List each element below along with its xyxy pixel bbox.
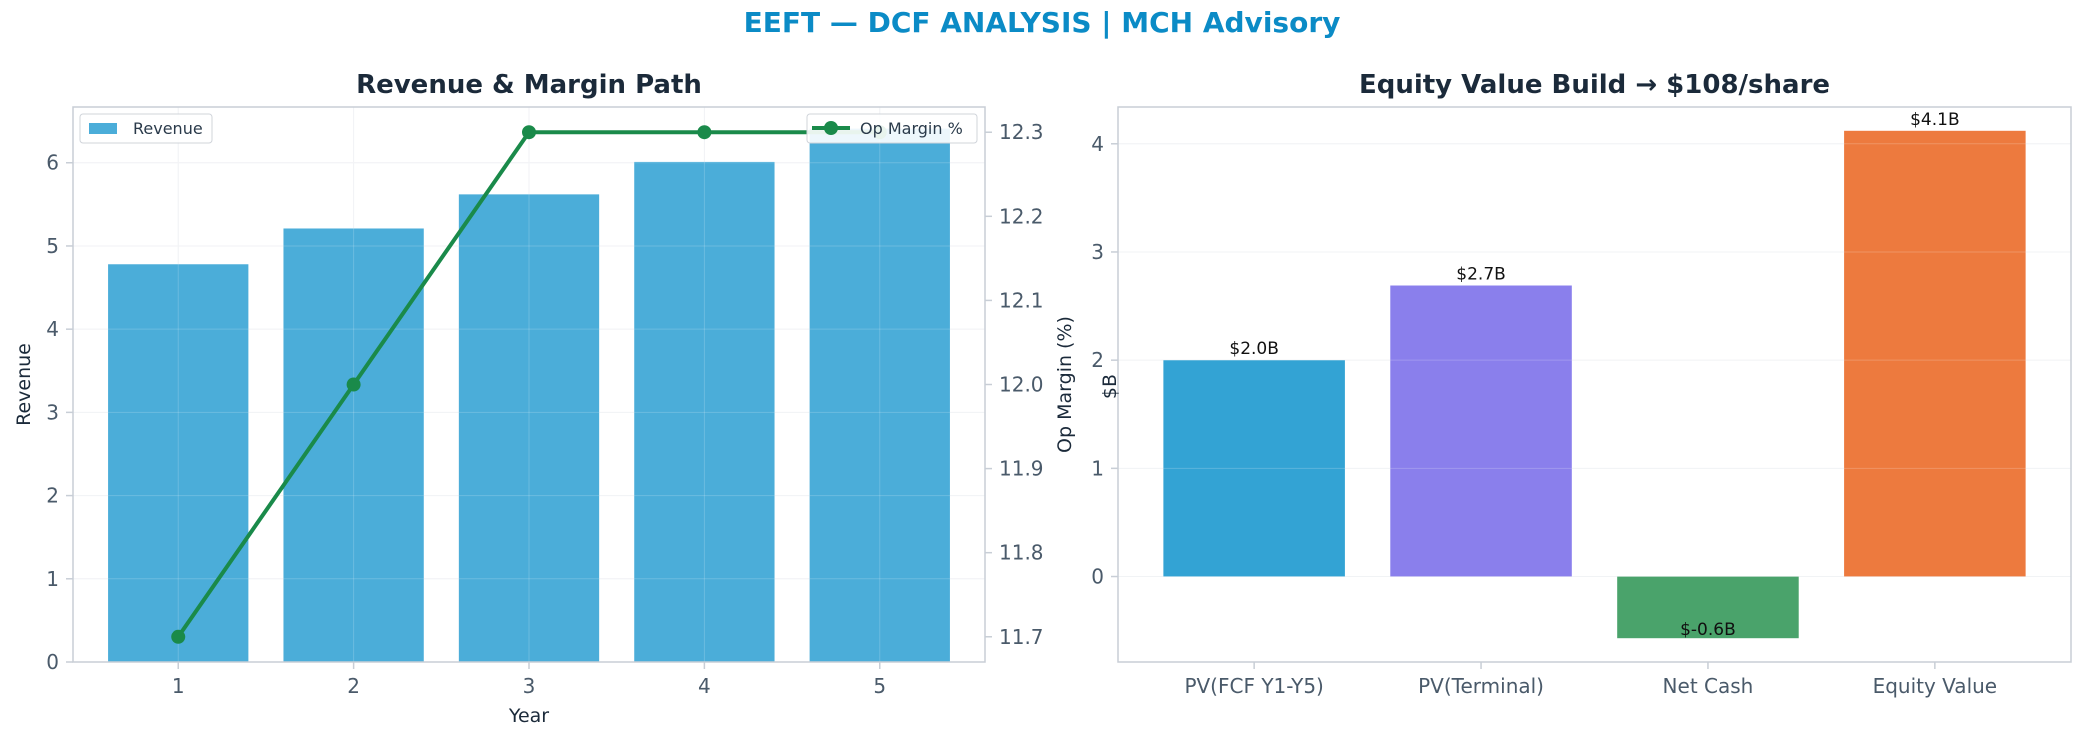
- data-label: $4.1B: [1910, 110, 1960, 130]
- legend-box: [79, 113, 213, 144]
- revenue-bar: [458, 194, 600, 662]
- y-tick-label: 1: [46, 567, 59, 591]
- y-tick-label: 3: [46, 400, 59, 424]
- legend-swatch-revenue: [89, 123, 117, 134]
- y-tick-label: 1: [1091, 456, 1104, 480]
- y-tick-label: 2: [1091, 348, 1104, 372]
- legend-marker: [824, 121, 838, 135]
- y2-tick-label: 11.9: [999, 457, 1044, 481]
- y2-tick-label: 12.3: [999, 120, 1044, 144]
- x-tick-label: Net Cash: [1663, 674, 1754, 698]
- chart-title: Equity Value Build → $108/share: [1359, 70, 1830, 100]
- y-axis-label: Revenue: [13, 343, 35, 426]
- y-tick-label: 0: [46, 650, 59, 674]
- y-tick-label: 2: [46, 484, 59, 508]
- data-label: $2.7B: [1456, 265, 1506, 285]
- revenue-bar: [634, 161, 775, 662]
- equity-bar: [1844, 130, 2026, 577]
- plot-frame: [1117, 106, 2072, 663]
- figure-title: EEFT — DCF ANALYSIS | MCH Advisory: [743, 6, 1341, 39]
- op-margin-point: [171, 629, 186, 644]
- data-label: $-0.6B: [1680, 620, 1736, 640]
- y-tick-label: 3: [1091, 240, 1104, 264]
- y2-tick-label: 12.2: [999, 204, 1044, 228]
- legend-box: [806, 113, 978, 144]
- chart-title: Revenue & Margin Path: [356, 70, 702, 100]
- y-tick-label: 4: [1091, 132, 1104, 156]
- x-tick-label: 4: [698, 674, 711, 698]
- y-tick-label: 0: [1091, 565, 1104, 589]
- x-tick-label: 3: [523, 674, 536, 698]
- revenue-bar: [108, 264, 249, 662]
- y2-tick-label: 12.0: [999, 373, 1044, 397]
- y2-tick-label: 11.8: [999, 541, 1044, 565]
- x-tick-label: 1: [172, 674, 185, 698]
- x-tick-label: PV(Terminal): [1418, 674, 1544, 698]
- revenue-bar: [283, 228, 424, 662]
- y-tick-label: 4: [46, 317, 59, 341]
- x-tick-label: 5: [873, 674, 886, 698]
- x-tick-label: Equity Value: [1873, 674, 1998, 698]
- legend-label: Revenue: [133, 119, 203, 138]
- legend-label: Op Margin %: [860, 119, 963, 138]
- y-tick-label: 6: [46, 151, 59, 175]
- op-margin-point: [697, 125, 712, 140]
- equity-bar: [1617, 576, 1799, 639]
- revenue-bar: [809, 128, 950, 663]
- y2-axis-label: Op Margin (%): [1054, 316, 1076, 453]
- x-axis-label: Year: [508, 705, 549, 727]
- equity-bar: [1390, 285, 1572, 577]
- equity-bar: [1163, 360, 1345, 577]
- data-label: $2.0B: [1229, 339, 1279, 359]
- x-tick-label: 2: [347, 674, 360, 698]
- op-margin-point: [346, 377, 361, 392]
- y2-tick-label: 12.1: [999, 288, 1044, 312]
- op-margin-point: [522, 125, 536, 140]
- y2-tick-label: 11.7: [999, 625, 1044, 649]
- y-axis-label: $B: [1099, 374, 1121, 399]
- y-tick-label: 5: [46, 234, 59, 258]
- x-tick-label: PV(FCF Y1-Y5): [1184, 674, 1323, 698]
